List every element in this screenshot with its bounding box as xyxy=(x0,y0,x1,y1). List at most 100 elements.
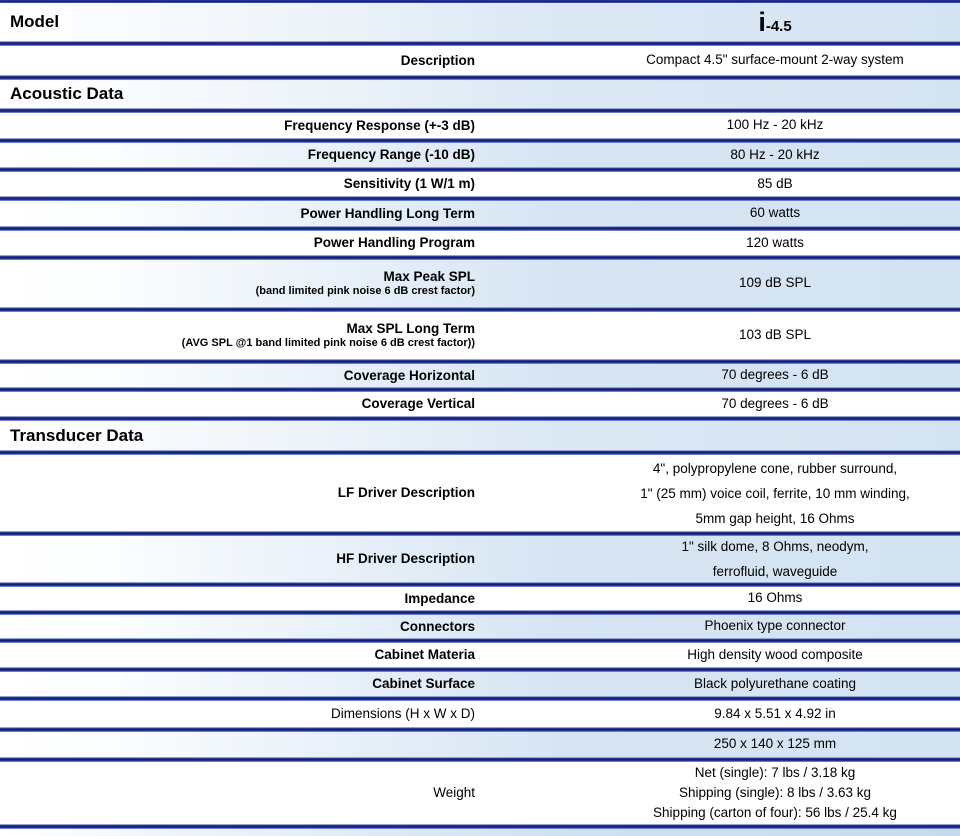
section-header-transducer: Transducer Data xyxy=(0,421,960,450)
value-line: Shipping (single): 8 lbs / 3.63 kg xyxy=(678,785,872,800)
row-label: LF Driver Description xyxy=(337,485,475,500)
row-label: Max Peak SPL xyxy=(383,269,475,284)
row-value: 80 Hz - 20 kHz xyxy=(730,146,820,162)
row-label: Sensitivity (1 W/1 m) xyxy=(343,176,475,191)
row-divider xyxy=(0,75,960,80)
value-line: Net (single): 7 lbs / 3.18 kg xyxy=(694,765,856,780)
model-header-title: Model xyxy=(10,12,60,31)
row-value: High density wood composite xyxy=(687,646,863,662)
row-dimensions-mm: 250 x 140 x 125 mm xyxy=(0,732,960,757)
row-frequency-response: Frequency Response (+-3 dB) 100 Hz - 20 … xyxy=(0,113,960,138)
model-name-suffix: -4.5 xyxy=(765,17,792,35)
row-label: Frequency Range (-10 dB) xyxy=(307,147,475,162)
row-value: Net (single): 7 lbs / 3.18 kg Shipping (… xyxy=(590,763,960,823)
row-value: 1" silk dome, 8 Ohms, neodym, ferrofluid… xyxy=(590,534,960,584)
row-value: 70 degrees - 6 dB xyxy=(721,367,829,383)
row-divider xyxy=(0,416,960,421)
row-label: Frequency Response (+-3 dB) xyxy=(284,117,475,133)
row-divider xyxy=(0,450,960,455)
row-divider xyxy=(0,226,960,231)
row-label: Coverage Vertical xyxy=(361,396,475,411)
row-label: Max SPL Long Term xyxy=(346,321,475,336)
row-description: Description Compact 4.5" surface-mount 2… xyxy=(0,46,960,75)
row-coverage-horizontal: Coverage Horizontal 70 degrees - 6 dB xyxy=(0,364,960,387)
row-power-handling-long-term: Power Handling Long Term 60 watts xyxy=(0,201,960,226)
row-divider xyxy=(0,757,960,762)
value-line: 4", polypropylene cone, rubber surround, xyxy=(652,460,898,476)
section-title: Transducer Data xyxy=(10,425,144,445)
row-label: Weight xyxy=(433,785,475,800)
model-name: i-4.5 xyxy=(590,6,960,37)
row-label: Coverage Horizontal xyxy=(343,367,475,383)
row-max-peak-spl: Max Peak SPL (band limited pink noise 6 … xyxy=(0,260,960,307)
row-hf-driver-description: HF Driver Description 1" silk dome, 8 Oh… xyxy=(0,536,960,582)
row-divider xyxy=(0,167,960,172)
row-label: Cabinet Materia xyxy=(374,647,475,662)
row-connectors: Connectors Phoenix type connector xyxy=(0,615,960,638)
row-sensitivity: Sensitivity (1 W/1 m) 85 dB xyxy=(0,172,960,196)
section-header-acoustic: Acoustic Data xyxy=(0,80,960,108)
row-divider xyxy=(0,307,960,312)
row-value: 60 watts xyxy=(749,205,801,221)
top-divider xyxy=(0,0,960,3)
row-divider xyxy=(0,359,960,364)
row-divider xyxy=(0,138,960,143)
model-name-prefix: i xyxy=(758,6,766,37)
row-cabinet-surface: Cabinet Surface Black polyurethane coati… xyxy=(0,672,960,696)
row-dimensions-in: Dimensions (H x W x D) 9.84 x 5.51 x 4.9… xyxy=(0,701,960,727)
row-label: HF Driver Description xyxy=(336,551,475,566)
row-label: Power Handling Long Term xyxy=(300,205,475,221)
row-divider xyxy=(0,727,960,732)
row-value: 120 watts xyxy=(746,234,804,250)
row-label: Impedance xyxy=(404,590,475,606)
model-header-row: Model i-4.5 xyxy=(0,3,960,41)
row-label: Power Handling Program xyxy=(313,235,475,250)
value-line: 1" silk dome, 8 Ohms, neodym, xyxy=(681,539,869,554)
bottom-divider xyxy=(0,824,960,829)
row-cabinet-material: Cabinet Materia High density wood compos… xyxy=(0,643,960,667)
row-divider xyxy=(0,582,960,587)
row-frequency-range: Frequency Range (-10 dB) 80 Hz - 20 kHz xyxy=(0,143,960,167)
row-sublabel: (AVG SPL @1 band limited pink noise 6 dB… xyxy=(181,337,475,349)
row-divider xyxy=(0,387,960,392)
bottom-strip xyxy=(0,829,960,836)
value-line: 5mm gap height, 16 Ohms xyxy=(695,510,855,526)
row-value: 9.84 x 5.51 x 4.92 in xyxy=(714,705,836,721)
row-max-spl-long-term: Max SPL Long Term (AVG SPL @1 band limit… xyxy=(0,312,960,359)
row-divider xyxy=(0,610,960,615)
section-title: Acoustic Data xyxy=(10,84,124,103)
row-power-handling-program: Power Handling Program 120 watts xyxy=(0,231,960,255)
row-weight: Weight Net (single): 7 lbs / 3.18 kg Shi… xyxy=(0,762,960,824)
row-divider xyxy=(0,638,960,643)
value-line: Shipping (carton of four): 56 lbs / 25.4… xyxy=(653,805,897,820)
row-divider xyxy=(0,196,960,201)
row-label: Dimensions (H x W x D) xyxy=(330,706,475,721)
row-value: 250 x 140 x 125 mm xyxy=(713,736,837,752)
row-sublabel: (band limited pink noise 6 dB crest fact… xyxy=(255,285,475,297)
row-value: 109 dB SPL xyxy=(738,275,812,291)
row-label: Cabinet Surface xyxy=(372,676,475,691)
row-divider xyxy=(0,531,960,536)
row-impedance: Impedance 16 Ohms xyxy=(0,587,960,610)
row-value: Black polyurethane coating xyxy=(693,675,857,691)
row-value: 100 Hz - 20 kHz xyxy=(726,117,824,133)
row-value: 85 dB xyxy=(757,175,793,191)
value-line: ferrofluid, waveguide xyxy=(712,564,838,579)
row-coverage-vertical: Coverage Vertical 70 degrees - 6 dB xyxy=(0,392,960,416)
row-lf-driver-description: LF Driver Description 4", polypropylene … xyxy=(0,455,960,531)
row-value: 103 dB SPL xyxy=(738,327,812,343)
row-value: 16 Ohms xyxy=(747,590,803,606)
value-line: 1" (25 mm) voice coil, ferrite, 10 mm wi… xyxy=(640,485,910,501)
row-value: 4", polypropylene cone, rubber surround,… xyxy=(590,456,960,531)
row-divider xyxy=(0,696,960,701)
row-value: Compact 4.5" surface-mount 2-way system xyxy=(646,52,904,68)
row-divider xyxy=(0,255,960,260)
row-label: Connectors xyxy=(399,618,475,634)
row-divider xyxy=(0,108,960,113)
row-value: 70 degrees - 6 dB xyxy=(721,395,829,411)
row-divider xyxy=(0,667,960,672)
row-value: Phoenix type connector xyxy=(704,618,846,634)
row-divider xyxy=(0,41,960,46)
row-label: Description xyxy=(400,52,475,68)
